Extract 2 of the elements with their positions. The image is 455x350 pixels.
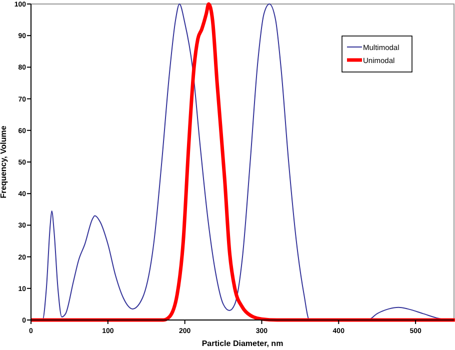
y-axis-title: Frequency, Volume [0,125,8,198]
x-axis-title: Particle Diameter, nm [202,339,284,348]
